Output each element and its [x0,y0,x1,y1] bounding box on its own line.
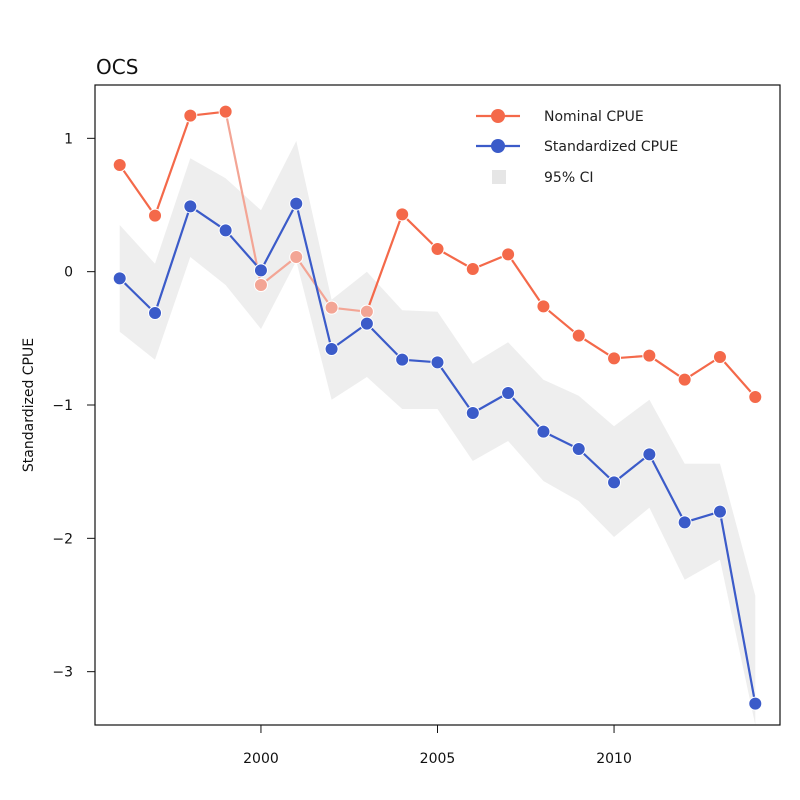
standardized-cpue-point [112,271,127,286]
legend-nominal-marker [491,109,505,123]
nominal-cpue-segment [401,213,439,251]
nominal-cpue-point [112,158,127,172]
nominal-cpue-point [359,304,374,319]
nominal-cpue-point [571,328,586,343]
nominal-cpue-point [748,390,763,404]
legend-standardized-label: Standardized CPUE [544,139,678,155]
nominal-cpue-segment [365,213,404,313]
standardized-cpue-point [748,696,763,711]
standardized-cpue-point [218,223,233,238]
x-tick-label: 2010 [596,751,632,767]
y-tick-label: −3 [52,665,73,681]
standardized-cpue-point [607,475,622,490]
ci-band-layer [119,141,756,725]
standardized-cpue-segment [189,205,227,232]
legend-standardized-marker [491,139,505,153]
standardized-cpue-segment [330,322,368,351]
standardized-cpue-segment [153,205,192,315]
nominal-cpue-segment [118,163,157,217]
standardized-cpue-segment [648,453,686,524]
nominal-cpue-segment [153,114,192,217]
standardized-cpue-point [642,447,657,462]
standardized-cpue-point [395,352,410,367]
nominal-cpue-segment [648,354,686,381]
nominal-cpue-point [218,104,233,119]
y-axis-title: Standardized CPUE [21,338,37,472]
nominal-cpue-point [430,242,445,256]
y-tick-label: −2 [52,531,73,547]
nominal-cpue-point [289,250,304,264]
legend-ci-swatch [492,170,506,184]
nominal-cpue-segment [507,253,545,308]
standardized-cpue-point [289,196,304,211]
standardized-cpue-point [148,306,163,320]
y-tick-label: 0 [64,265,73,281]
standardized-cpue-segment [612,453,651,484]
standardized-cpue-point [501,386,516,400]
standardized-cpue-point [571,442,586,456]
nominal-cpue-segment [542,305,580,337]
nominal-cpue-point [148,208,163,223]
chart-title: OCS [96,55,138,79]
standardized-cpue-point [253,263,268,278]
standardized-cpue-point [712,504,727,519]
nominal-cpue-point [642,348,657,363]
x-tick-label: 2000 [243,751,279,767]
nominal-cpue-point [465,262,480,276]
standardized-cpue-segment [295,202,333,351]
standardized-cpue-segment [365,322,404,361]
standardized-cpue-point [430,355,445,370]
series-points-layer [112,104,763,711]
standardized-cpue-segment [224,229,263,272]
standardized-cpue-point [536,424,551,439]
standardized-cpue-point [183,199,198,214]
nominal-cpue-point [183,108,198,123]
legend: Nominal CPUE Standardized CPUE 95% CI [476,109,678,186]
nominal-cpue-segment [259,255,298,287]
standardized-cpue-segment [577,447,616,484]
standardized-cpue-point [324,342,339,356]
nominal-cpue-segment [718,355,757,399]
nominal-cpue-point [607,351,622,366]
nominal-cpue-point [501,247,516,262]
y-tick-label: 1 [64,131,73,147]
standardized-cpue-segment [259,202,298,272]
standardized-cpue-segment [507,391,545,433]
standardized-cpue-point [359,316,374,331]
standardized-cpue-point [465,406,480,420]
ci-band [119,141,756,725]
nominal-cpue-point [536,299,551,314]
nominal-cpue-point [677,372,692,387]
nominal-cpue-point [712,350,727,364]
standardized-cpue-point [677,515,692,530]
nominal-cpue-point [253,278,268,292]
standardized-cpue-segment [436,361,474,415]
nominal-cpue-point [324,300,339,315]
standardized-cpue-segment [118,277,157,315]
nominal-cpue-point [395,207,410,222]
nominal-cpue-segment [224,110,263,287]
axes-layer: 2000 2005 2010 −3 −2 −1 0 1 [52,131,632,767]
legend-ci-label: 95% CI [544,170,593,186]
standardized-cpue-segment [718,510,757,705]
y-tick-label: −1 [52,398,73,414]
legend-nominal-label: Nominal CPUE [544,109,644,125]
x-tick-label: 2005 [420,751,456,767]
nominal-cpue-segment [295,255,333,309]
